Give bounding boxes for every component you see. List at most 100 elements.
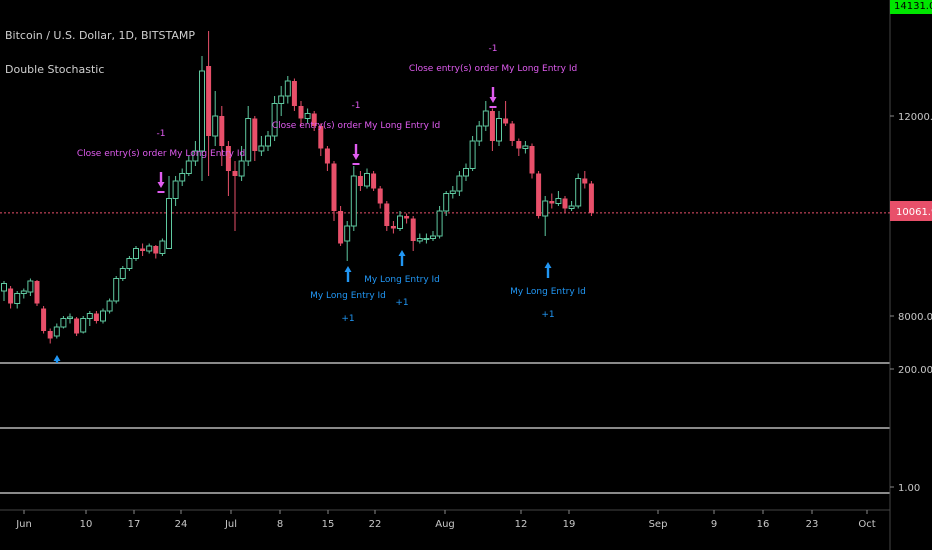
candle-bearish <box>410 218 416 241</box>
time-label: Jun <box>15 519 32 530</box>
candle-bearish <box>41 308 47 331</box>
candle-bullish <box>1 283 7 292</box>
candle-bearish <box>536 173 542 216</box>
candle-bearish <box>503 118 509 124</box>
candle-bearish <box>377 188 383 204</box>
long-signal-arrow-icon <box>344 266 352 282</box>
time-label: 16 <box>757 519 770 530</box>
candle-bullish <box>113 278 120 302</box>
time-label: 10 <box>80 519 93 530</box>
time-label: 12 <box>515 519 528 530</box>
candle-bullish <box>364 173 370 187</box>
long-signal-arrow-icon <box>398 250 406 266</box>
candle-bullish <box>443 193 450 212</box>
long-signal-arrow-icon <box>53 355 61 363</box>
candle-bearish <box>311 113 317 126</box>
long-signal-label: My Long Entry Id <box>310 291 386 301</box>
close-signal-qty: -1 <box>352 101 361 111</box>
candle-bullish <box>60 318 67 328</box>
candle-bullish <box>172 180 179 199</box>
candle-bullish <box>476 125 483 142</box>
time-label: 9 <box>711 519 717 530</box>
candle-bearish <box>404 216 410 219</box>
candle-bullish <box>416 238 423 242</box>
candle-bullish <box>304 113 311 119</box>
time-label: Aug <box>435 519 455 530</box>
candle-bearish <box>324 148 330 164</box>
candle-bullish <box>344 225 351 242</box>
candle-bearish <box>140 248 146 251</box>
candle-bullish <box>482 110 489 127</box>
long-signal-qty: +1 <box>541 310 554 320</box>
candle-bearish <box>298 106 304 119</box>
candle-bullish <box>469 140 476 169</box>
candle-bearish <box>509 123 515 141</box>
candle-bearish <box>529 146 535 174</box>
signals-group: -1 Close entry(s) order My Long Entry Id -… <box>53 44 586 363</box>
time-label: 17 <box>128 519 141 530</box>
candle-bullish <box>555 198 562 204</box>
candle-bearish <box>74 318 80 334</box>
candle-bullish <box>449 190 456 194</box>
candle-bullish <box>14 293 21 304</box>
long-signal-qty: +1 <box>341 314 354 324</box>
candle-bearish <box>291 81 297 106</box>
close-signal-qty: -1 <box>489 44 498 54</box>
close-signal-label: Close entry(s) order My Long Entry Id <box>409 64 577 74</box>
candle-bullish <box>456 175 463 192</box>
long-signal-label: My Long Entry Id <box>510 287 586 297</box>
candle-bullish <box>166 198 172 249</box>
candle-bearish <box>562 198 568 209</box>
candle-bullish <box>80 318 87 333</box>
candle-bullish <box>67 316 73 319</box>
time-label: Oct <box>858 519 875 530</box>
candle-bullish <box>126 258 133 269</box>
top-price-value: 14131.00 <box>894 1 932 12</box>
close-signal-marker <box>157 191 165 193</box>
candle-bullish <box>278 95 285 104</box>
time-label: 24 <box>175 519 188 530</box>
candle-bullish <box>53 326 60 337</box>
candle-bearish <box>338 211 344 244</box>
candle-bullish <box>20 290 27 294</box>
candle-bullish <box>397 215 403 229</box>
time-label: 19 <box>563 519 576 530</box>
long-signal-arrow-icon <box>544 262 552 278</box>
candle-bearish <box>390 226 396 229</box>
candle-bullish <box>258 145 265 152</box>
candle-bearish <box>93 313 99 321</box>
candle-bearish <box>384 203 390 226</box>
price-tick-8000: 8000.00 <box>898 312 932 323</box>
top-price-badge: 14131.00 <box>890 0 932 14</box>
candle-bullish <box>238 160 245 177</box>
candle-bullish <box>436 210 443 237</box>
osc-tick-200: 200.00 <box>898 365 932 376</box>
candle-bullish <box>212 115 219 137</box>
indicator-label[interactable]: Double Stochastic <box>5 63 105 76</box>
candle-bullish <box>179 173 186 182</box>
candle-bearish <box>588 183 594 213</box>
candle-bearish <box>252 118 258 151</box>
candle-bullish <box>350 175 357 227</box>
candle-bearish <box>371 173 377 189</box>
close-signal-label: Close entry(s) order My Long Entry Id <box>77 149 245 159</box>
close-signal-marker <box>489 106 497 108</box>
current-price-value: 10061.96 <box>896 207 932 218</box>
candle-bullish <box>496 118 502 142</box>
close-signal-qty: -1 <box>157 129 166 139</box>
close-signal-marker <box>352 163 360 165</box>
price-tick-12000: 12000.00 <box>898 112 932 123</box>
candle-bullish <box>575 178 582 207</box>
candle-bullish <box>430 235 436 239</box>
candle-bearish <box>489 111 495 141</box>
time-label: 23 <box>806 519 819 530</box>
long-signal-label: My Long Entry Id <box>364 275 440 285</box>
candle-bullish <box>271 103 278 137</box>
candle-bearish <box>225 146 231 171</box>
time-label: Jul <box>224 519 237 530</box>
candle-bearish <box>232 171 238 176</box>
time-axis[interactable]: Jun 10 17 24 Jul 8 15 22 Aug 12 19 Sep 9 16 23 Oct <box>15 510 876 530</box>
candle-bullish <box>192 150 199 162</box>
candle-bullish <box>106 300 113 312</box>
